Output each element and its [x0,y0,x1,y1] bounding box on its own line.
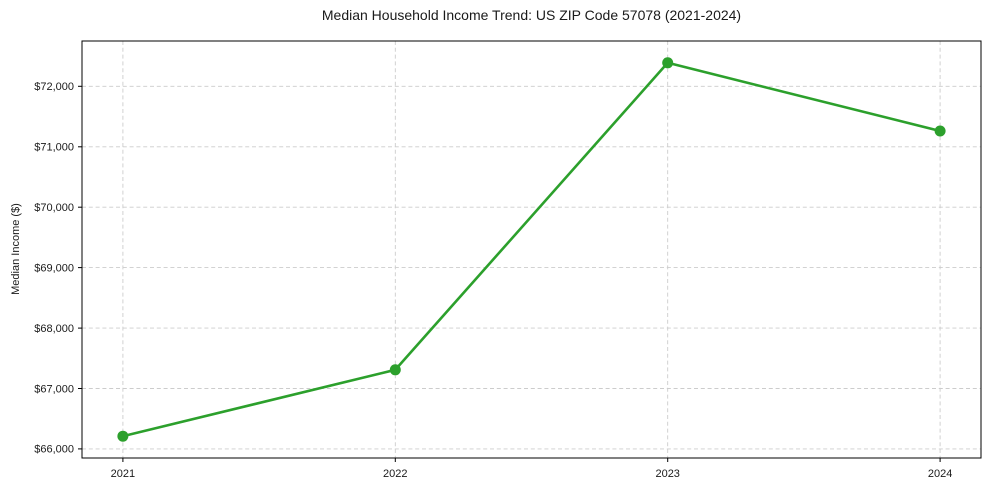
data-point [662,57,674,69]
trend-line [121,61,942,438]
y-tick-label: $72,000 [34,81,74,93]
data-point [389,364,401,376]
x-tick-label: 2022 [383,468,407,480]
data-point [934,125,946,137]
plot-border [81,40,982,459]
y-tick-label: $68,000 [34,323,74,335]
y-tick-label: $67,000 [34,383,74,395]
x-tick-label: 2024 [928,468,952,480]
x-tick-label: 2021 [111,468,135,480]
y-tick-label: $69,000 [34,262,74,274]
y-tick-label: $71,000 [34,142,74,154]
y-tick-label: $70,000 [34,202,74,214]
data-point [117,430,129,442]
chart-title: Median Household Income Trend: US ZIP Co… [321,7,742,23]
x-tick-label: 2023 [655,468,679,480]
y-tick-label: $66,000 [34,444,74,456]
